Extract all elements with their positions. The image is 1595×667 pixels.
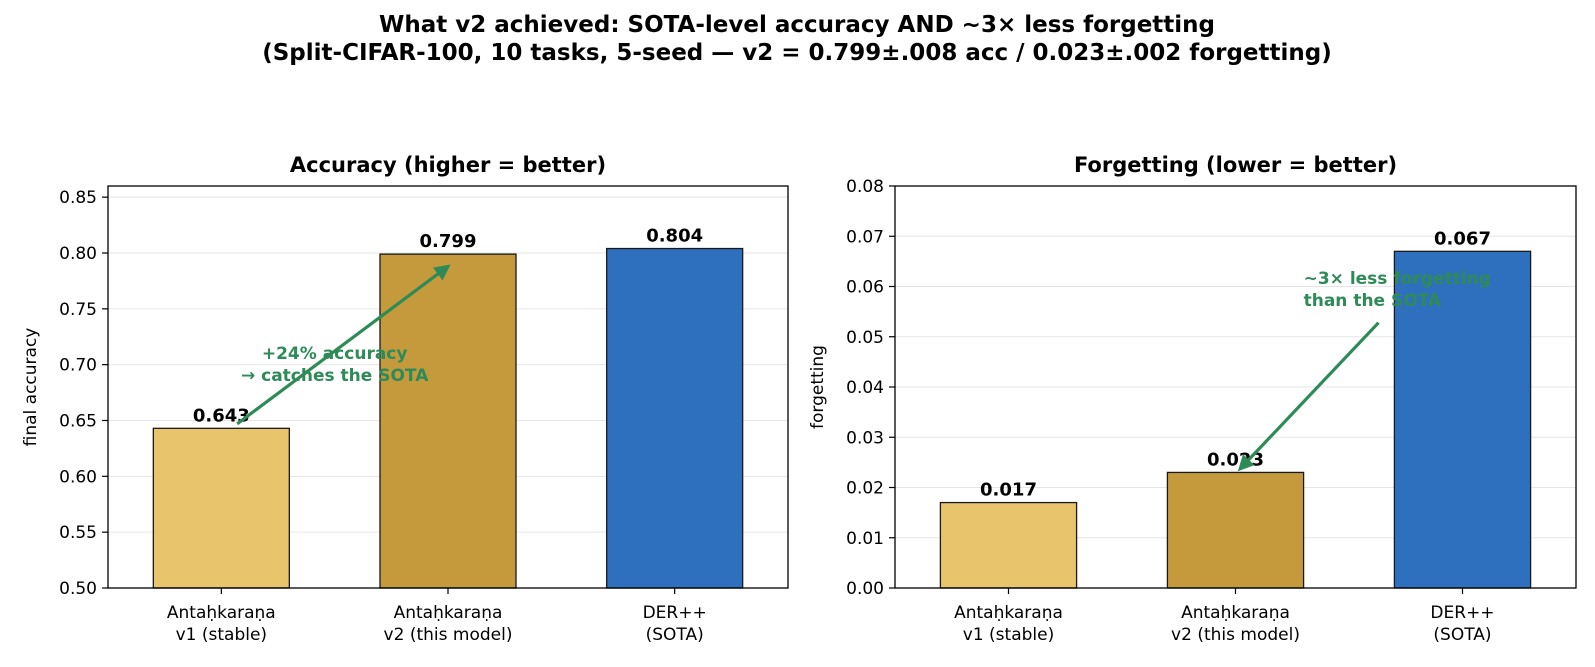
- x-tick-label: (SOTA): [646, 625, 704, 645]
- annotation-text: → catches the SOTA: [241, 366, 429, 386]
- annotation-text: +24% accuracy: [262, 344, 408, 364]
- bar-v2: [1166, 471, 1305, 589]
- y-tick-label: 0.70: [59, 356, 97, 376]
- data-label-sota: 0.804: [646, 226, 703, 247]
- y-tick-label: 0.60: [59, 467, 97, 487]
- x-tick-label: v1 (stable): [176, 625, 267, 645]
- y-tick-label: 0.75: [59, 300, 97, 320]
- bar-v1: [939, 501, 1078, 589]
- y-tick-label: 0.65: [59, 412, 97, 432]
- x-tick-label: v2 (this model): [384, 625, 513, 645]
- bar-v1: [152, 427, 290, 589]
- x-tick-label: v2 (this model): [1171, 625, 1300, 645]
- y-tick-label: 0.85: [59, 188, 97, 208]
- y-axis-label: forgetting: [808, 345, 828, 429]
- forgetting-chart: 0.0170.0230.0670.000.010.020.030.040.050…: [808, 153, 1577, 645]
- x-tick-label: Antaḥkaraṇa: [954, 603, 1063, 623]
- y-tick-label: 0.01: [846, 529, 884, 549]
- y-tick-label: 0.02: [846, 479, 884, 499]
- y-axis-label: final accuracy: [21, 328, 41, 447]
- axis-title: Forgetting (lower = better): [1074, 153, 1397, 177]
- figure-title: What v2 achieved: SOTA-level accuracy AN…: [379, 12, 1215, 38]
- x-tick-label: v1 (stable): [963, 625, 1054, 645]
- x-tick-label: Antaḥkaraṇa: [1181, 603, 1290, 623]
- data-label-v1: 0.643: [193, 405, 250, 426]
- bar-v2: [379, 253, 517, 589]
- bar-sota: [1393, 250, 1532, 589]
- figure-subtitle: (Split-CIFAR-100, 10 tasks, 5-seed — v2 …: [262, 40, 1332, 66]
- data-label-sota: 0.067: [1434, 228, 1491, 249]
- x-tick-label: DER++: [643, 603, 707, 623]
- annotation-arrow: [236, 264, 451, 426]
- annotation-arrow: [1237, 321, 1380, 472]
- annotation-text: than the SOTA: [1304, 291, 1442, 311]
- axis-title: Accuracy (higher = better): [290, 153, 606, 177]
- y-tick-label: 0.06: [846, 278, 884, 298]
- annotation-text: ~3× less forgetting: [1304, 269, 1491, 289]
- y-tick-label: 0.00: [846, 579, 884, 599]
- x-tick-label: Antaḥkaraṇa: [167, 603, 276, 623]
- y-tick-label: 0.55: [59, 523, 97, 543]
- x-tick-label: DER++: [1430, 603, 1494, 623]
- x-tick-label: (SOTA): [1433, 625, 1491, 645]
- accuracy-chart: 0.643 0.799 0.804 0.50 0.55 0.60 0.65 0.70 0.75 0…: [21, 153, 789, 645]
- y-tick-label: 0.04: [846, 378, 884, 398]
- data-label-v1: 0.017: [980, 480, 1037, 501]
- data-label-v2: 0.799: [420, 231, 477, 252]
- y-tick-label: 0.08: [846, 177, 884, 197]
- y-tick-label: 0.50: [59, 579, 97, 599]
- bar-sota: [606, 247, 744, 589]
- y-tick-label: 0.03: [846, 428, 884, 448]
- y-tick-label: 0.05: [846, 328, 884, 348]
- y-tick-label: 0.07: [846, 227, 884, 247]
- y-tick-label: 0.80: [59, 244, 97, 264]
- x-tick-label: Antaḥkaraṇa: [394, 603, 503, 623]
